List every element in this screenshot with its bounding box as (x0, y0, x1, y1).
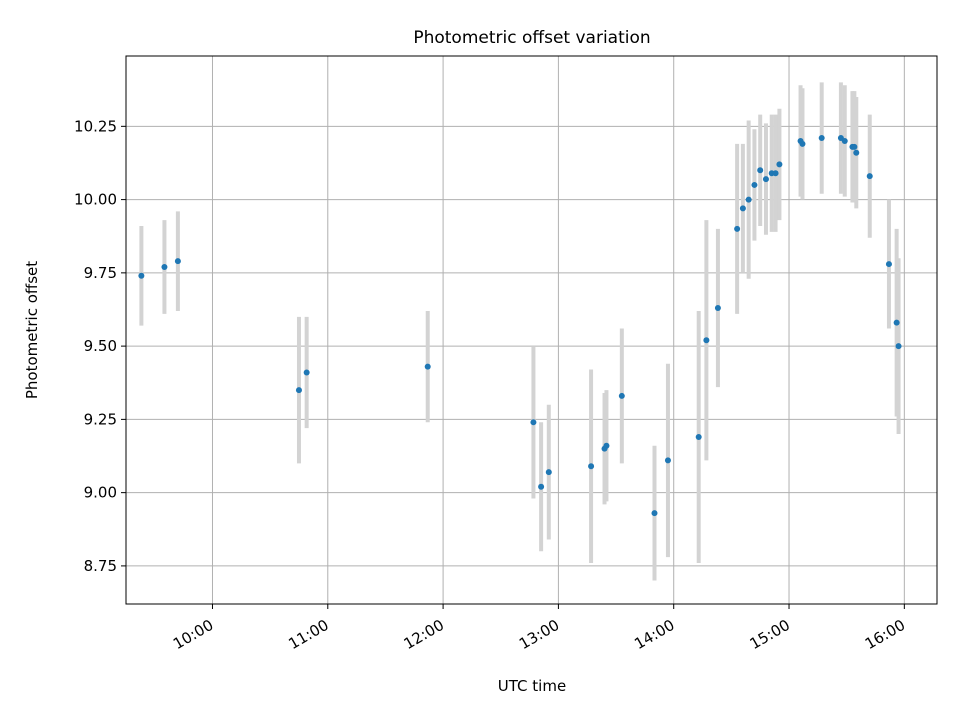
plot-frame (125, 55, 938, 605)
data-point (618, 392, 625, 399)
data-point (295, 387, 302, 394)
data-point (757, 167, 764, 174)
data-point (851, 143, 858, 150)
data-point (772, 170, 779, 177)
y-axis: 8.75 9.00 9.25 9.50 9.75 10.00 10.25 (74, 117, 126, 575)
data-point (799, 140, 806, 147)
data-point (762, 176, 769, 183)
data-point (161, 263, 168, 270)
y-axis-label: Photometric offset (23, 261, 41, 399)
data-point (893, 319, 900, 326)
data-point (745, 196, 752, 203)
data-point (853, 149, 860, 156)
y-tick-label: 10.25 (74, 117, 117, 135)
data-point (818, 135, 825, 142)
data-points (138, 135, 902, 517)
data-point (651, 510, 658, 517)
data-point (866, 173, 873, 180)
y-tick-label: 9.75 (84, 264, 117, 282)
y-tick-label: 8.75 (84, 557, 117, 575)
data-point (885, 261, 892, 268)
data-point (703, 337, 710, 344)
data-point (603, 442, 610, 449)
data-point (303, 369, 310, 376)
data-point (734, 225, 741, 232)
data-point (776, 161, 783, 168)
data-point (588, 463, 595, 470)
data-point (424, 363, 431, 370)
data-point (530, 419, 537, 426)
data-point (841, 137, 848, 144)
y-tick-label: 9.25 (84, 410, 117, 428)
data-point (138, 272, 145, 279)
data-point (739, 205, 746, 212)
data-point (895, 343, 902, 350)
data-point (695, 433, 702, 440)
y-tick-label: 9.50 (84, 337, 117, 355)
data-point (664, 457, 671, 464)
y-tick-label: 9.00 (84, 484, 117, 502)
y-tick-label: 10.00 (74, 191, 117, 209)
data-point (545, 469, 552, 476)
data-point (751, 181, 758, 188)
chart-title: Photometric offset variation (413, 28, 650, 48)
x-axis-label: UTC time (498, 677, 566, 695)
data-point (174, 258, 181, 265)
data-point (714, 305, 721, 312)
data-point (538, 483, 545, 490)
